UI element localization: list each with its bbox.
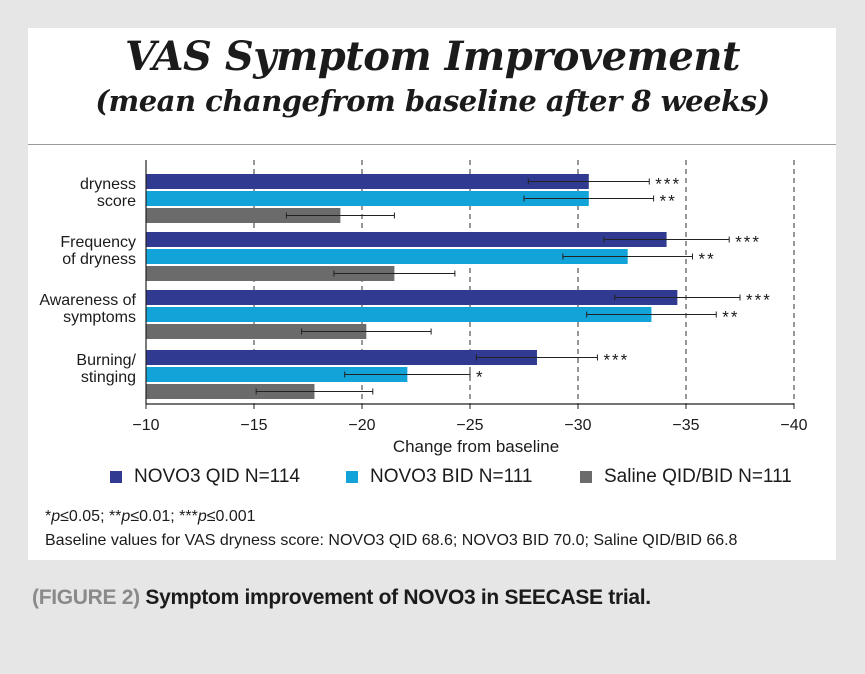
bar bbox=[146, 191, 589, 206]
bar bbox=[146, 208, 341, 223]
x-tick-label: −20 bbox=[348, 417, 375, 434]
bar bbox=[146, 350, 537, 365]
caption-label: (FIGURE 2) bbox=[32, 586, 140, 609]
bar bbox=[146, 307, 652, 322]
bar bbox=[146, 232, 667, 247]
caption-text: Symptom improvement of NOVO3 in SEECASE … bbox=[139, 586, 651, 609]
legend-item-saline: Saline QID/BID N=111 bbox=[580, 465, 792, 489]
bar bbox=[146, 249, 628, 264]
x-tick-label: −40 bbox=[780, 417, 807, 434]
legend-swatch-saline bbox=[580, 471, 592, 483]
bar bbox=[146, 324, 367, 339]
bar bbox=[146, 266, 395, 281]
significance-label: *** bbox=[603, 351, 629, 370]
category-label: Burning/ bbox=[76, 352, 136, 369]
legend-label-qid: NOVO3 QID N=114 bbox=[134, 466, 300, 487]
x-tick-label: −30 bbox=[564, 417, 591, 434]
category-label: symptoms bbox=[63, 309, 136, 326]
significance-label: * bbox=[476, 368, 485, 387]
category-label: Frequency bbox=[60, 234, 136, 251]
legend-label-bid: NOVO3 BID N=111 bbox=[370, 466, 533, 487]
category-label: Awareness of bbox=[39, 292, 136, 309]
bar bbox=[146, 174, 589, 189]
x-axis-label: Change from baseline bbox=[393, 437, 559, 456]
significance-label: ** bbox=[722, 308, 739, 327]
category-label: score bbox=[97, 193, 136, 210]
category-label: dryness bbox=[80, 176, 136, 193]
x-tick-label: −10 bbox=[132, 417, 159, 434]
legend-item-qid: NOVO3 QID N=114 bbox=[110, 465, 300, 489]
legend-swatch-qid bbox=[110, 471, 122, 483]
category-label: stinging bbox=[81, 369, 136, 386]
significance-label: ** bbox=[698, 250, 715, 269]
legend-swatch-bid bbox=[346, 471, 358, 483]
bar bbox=[146, 290, 678, 305]
significance-label: ** bbox=[660, 192, 677, 211]
title-divider bbox=[28, 144, 836, 145]
x-tick-label: −25 bbox=[456, 417, 483, 434]
category-label: of dryness bbox=[62, 251, 136, 268]
x-tick-label: −15 bbox=[240, 417, 267, 434]
figure-caption: (FIGURE 2) Symptom improvement of NOVO3 … bbox=[32, 586, 651, 610]
legend-item-bid: NOVO3 BID N=111 bbox=[346, 465, 532, 489]
significance-label: *** bbox=[655, 175, 681, 194]
chart-subtitle: (mean changefrom baseline after 8 weeks) bbox=[95, 84, 770, 118]
bar bbox=[146, 384, 315, 399]
x-tick-label: −35 bbox=[672, 417, 699, 434]
bar bbox=[146, 367, 408, 382]
chart-title: VAS Symptom Improvement bbox=[125, 33, 740, 80]
significance-note: *p≤0.05; **p≤0.01; ***p≤0.001 bbox=[45, 508, 256, 525]
baseline-note: Baseline values for VAS dryness score: N… bbox=[45, 532, 738, 549]
significance-label: *** bbox=[735, 233, 761, 252]
significance-label: *** bbox=[746, 291, 772, 310]
legend-label-saline: Saline QID/BID N=111 bbox=[604, 466, 792, 487]
